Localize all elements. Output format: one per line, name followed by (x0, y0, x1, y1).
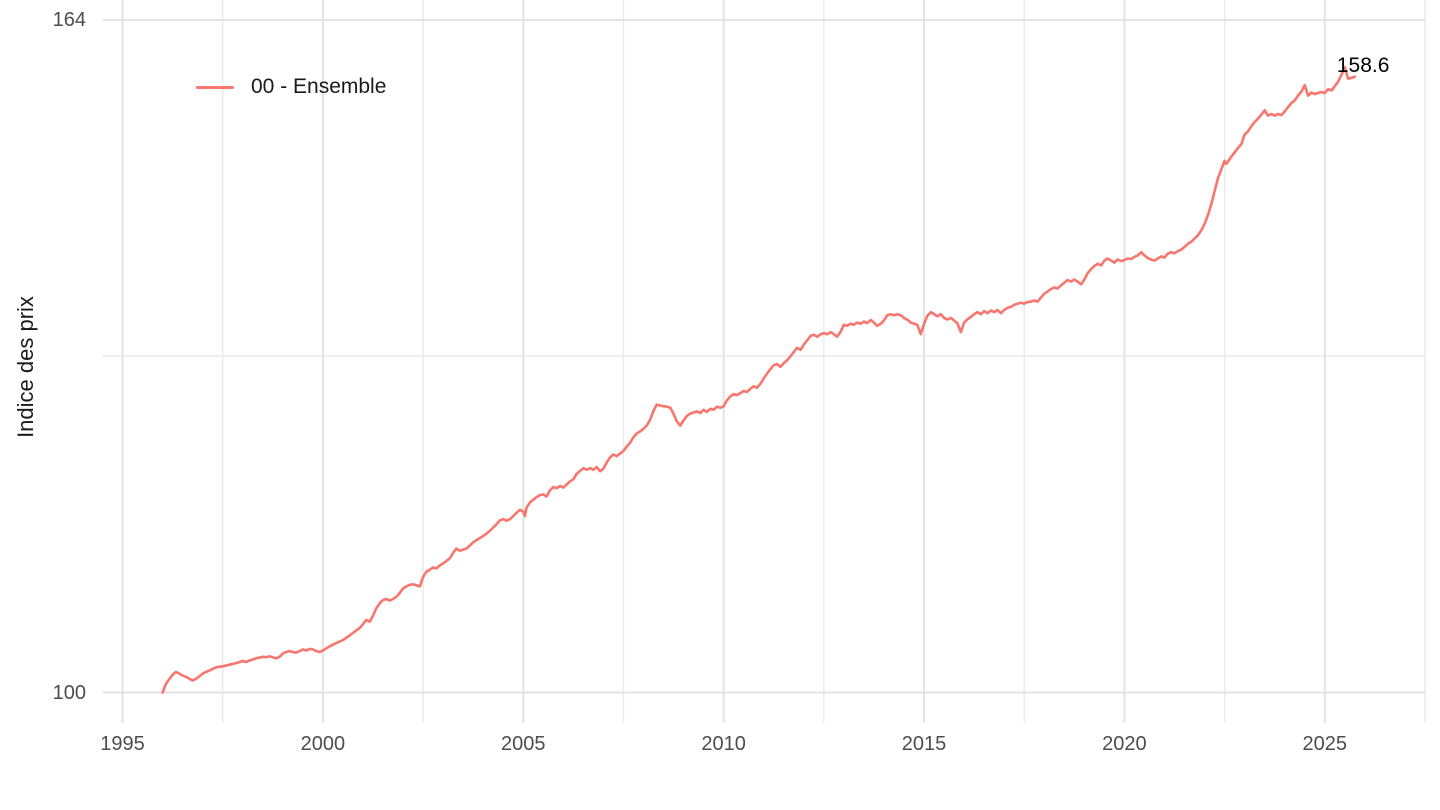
legend-key-line (196, 85, 234, 89)
x-tick-label-2000: 2000 (300, 733, 346, 755)
x-tick-label-2005: 2005 (501, 733, 546, 755)
y-tick-label-100: 100 (52, 681, 86, 704)
x-tick-label-2010: 2010 (701, 733, 746, 755)
x-tick-label-1995: 1995 (100, 733, 145, 755)
x-tick-label-2015: 2015 (901, 733, 947, 755)
legend-series-label: 00 - Ensemble (251, 75, 387, 98)
y-axis-title: Indice des prix (13, 296, 38, 438)
x-tick-label-2025: 2025 (1302, 733, 1348, 755)
x-tick-label-2020: 2020 (1102, 733, 1147, 755)
y-tick-label-164: 164 (52, 8, 86, 31)
legend: 00 - Ensemble (196, 74, 386, 100)
end-value-label: 158.6 (1336, 53, 1390, 77)
series-line-00-ensemble (161, 66, 1357, 694)
